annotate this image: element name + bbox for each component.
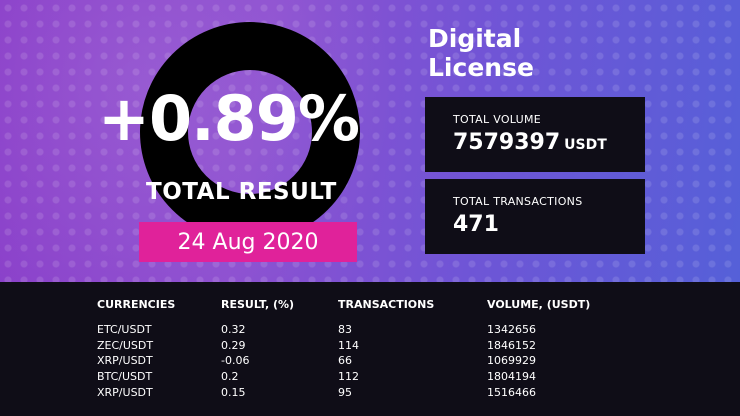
column-header-result: RESULT, (%) bbox=[221, 298, 295, 311]
table-cell: 0.15 bbox=[221, 386, 246, 399]
results-table: CURRENCIES RESULT, (%) TRANSACTIONS VOLU… bbox=[0, 282, 740, 416]
total-transactions-card: TOTAL TRANSACTIONS 471 bbox=[425, 179, 645, 254]
table-cell: 1069929 bbox=[487, 354, 536, 367]
table-cell: -0.06 bbox=[221, 354, 250, 367]
table-cell: ZEC/USDT bbox=[97, 339, 154, 352]
title-line-2: License bbox=[428, 53, 534, 82]
total-volume-label: TOTAL VOLUME bbox=[453, 113, 542, 126]
table-cell: ETC/USDT bbox=[97, 323, 152, 336]
total-result-percentage: +0.89% bbox=[98, 82, 360, 155]
total-transactions-label: TOTAL TRANSACTIONS bbox=[453, 195, 583, 208]
total-volume-value: 7579397 bbox=[453, 130, 561, 155]
total-transactions-value: 471 bbox=[453, 212, 499, 237]
title-line-1: Digital bbox=[428, 24, 522, 53]
table-cell: 1342656 bbox=[487, 323, 536, 336]
column-header-currencies: CURRENCIES bbox=[97, 298, 176, 311]
table-cell: 83 bbox=[338, 323, 352, 336]
table-cell: 112 bbox=[338, 370, 359, 383]
table-cell: XRP/USDT bbox=[97, 386, 153, 399]
table-cell: 0.29 bbox=[221, 339, 246, 352]
table-cell: 66 bbox=[338, 354, 352, 367]
table-cell: 95 bbox=[338, 386, 352, 399]
table-cell: 1846152 bbox=[487, 339, 536, 352]
table-cell: 1516466 bbox=[487, 386, 536, 399]
total-volume-value-row: 7579397 USDT bbox=[453, 130, 645, 155]
table-cell: BTC/USDT bbox=[97, 370, 153, 383]
total-volume-unit: USDT bbox=[564, 137, 607, 153]
column-header-transactions: TRANSACTIONS bbox=[338, 298, 435, 311]
table-cell: 0.2 bbox=[221, 370, 239, 383]
total-volume-card: TOTAL VOLUME 7579397 USDT bbox=[425, 97, 645, 172]
table-cell: 0.32 bbox=[221, 323, 246, 336]
table-cell: XRP/USDT bbox=[97, 354, 153, 367]
page-title: Digital License bbox=[428, 24, 534, 82]
total-result-label: TOTAL RESULT bbox=[146, 179, 337, 205]
column-header-volume: VOLUME, (USDT) bbox=[487, 298, 591, 311]
table-cell: 114 bbox=[338, 339, 359, 352]
date-badge: 24 Aug 2020 bbox=[139, 222, 357, 262]
table-cell: 1804194 bbox=[487, 370, 536, 383]
